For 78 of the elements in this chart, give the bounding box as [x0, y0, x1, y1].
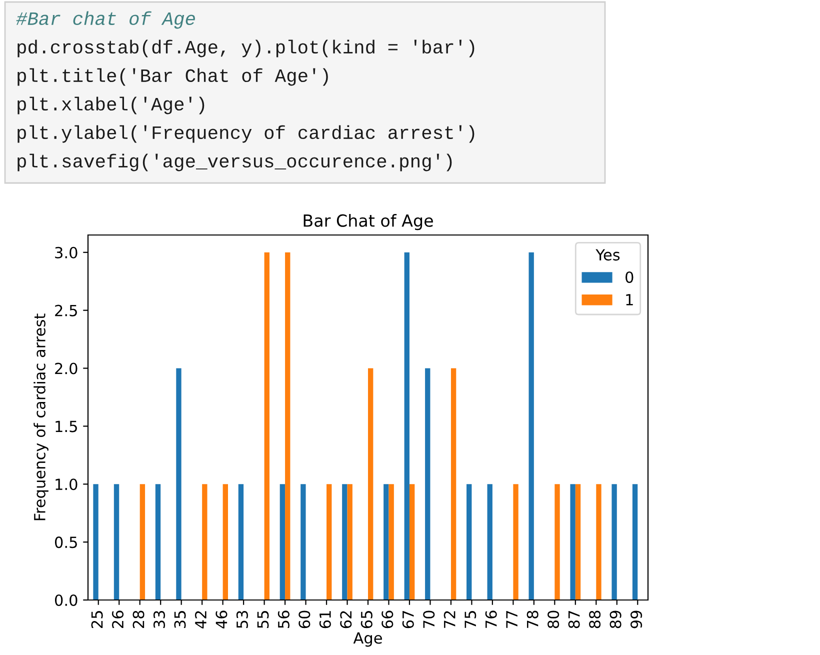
- x-tick-label: 88: [589, 610, 601, 628]
- bar: [285, 252, 290, 600]
- bar: [114, 484, 120, 600]
- x-tick-label: 67: [402, 611, 414, 628]
- bar: [450, 368, 456, 600]
- x-tick-label: 72: [444, 611, 456, 628]
- y-tick-label: 0.5: [54, 536, 77, 548]
- bar: [384, 484, 389, 600]
- text: plt.ylabel('Frequency of cardiac arrest'): [18, 125, 474, 143]
- bar: [404, 252, 410, 600]
- y-tick-label: 1.5: [56, 420, 77, 432]
- x-tick-label: 62: [340, 611, 352, 628]
- x-tick-label: 65: [360, 611, 372, 628]
- bar: [466, 484, 472, 600]
- x-tick-label: 80: [548, 610, 560, 628]
- y-tick-label: 3.0: [55, 246, 78, 258]
- bar: [300, 484, 306, 600]
- bar: [612, 484, 617, 600]
- x-tick-label: 66: [382, 610, 394, 628]
- x-tick-label: 56: [278, 610, 290, 628]
- text: pd.crosstab(df.Age, y).plot(kind = 'bar'): [18, 40, 474, 58]
- bar: [528, 252, 534, 600]
- x-tick-label: 87: [568, 611, 580, 628]
- x-tick-label: 61: [319, 611, 331, 628]
- bar: [238, 484, 244, 600]
- y-axis-title: Frequency of cardiac arrest: [34, 314, 48, 520]
- bar: [280, 484, 286, 600]
- bar: [202, 484, 208, 600]
- bar: [513, 484, 518, 600]
- text: #Bar chat of Age: [16, 11, 195, 29]
- bar: [554, 484, 560, 600]
- bar: [425, 368, 430, 600]
- x-tick-label: 33: [153, 610, 166, 628]
- bar: [342, 484, 348, 600]
- x-tick-label: 35: [174, 611, 186, 628]
- x-tick-label: 99: [630, 610, 642, 628]
- x-tick-label: 77: [506, 611, 518, 628]
- x-tick-label: 25: [91, 611, 103, 628]
- bar: [596, 484, 602, 600]
- y-tick-label: 2.5: [55, 304, 77, 316]
- bar: [176, 368, 182, 600]
- bar: [487, 484, 492, 600]
- bar: [222, 484, 228, 600]
- bar: [326, 484, 332, 600]
- text: plt.xlabel('Age'): [18, 96, 204, 114]
- bar: [575, 484, 581, 600]
- bar: [632, 484, 638, 600]
- y-tick-label: 0.0: [54, 594, 78, 606]
- bar: [388, 484, 394, 600]
- chart-title: Bar Chat of Age: [304, 214, 433, 230]
- legend-label: 0: [626, 271, 634, 283]
- bar: [409, 484, 415, 600]
- x-axis-title: Age: [353, 632, 382, 647]
- x-tick-label: 26: [112, 610, 124, 628]
- x-tick-label: 55: [257, 611, 269, 628]
- x-tick-label: 46: [216, 610, 228, 628]
- x-tick-label: 42: [194, 611, 206, 628]
- bar: [347, 484, 352, 600]
- bar: [264, 252, 270, 600]
- bar: [368, 368, 374, 600]
- x-tick-label: 78: [526, 610, 538, 628]
- x-tick-label: 76: [485, 610, 497, 628]
- bar: [93, 484, 98, 600]
- legend-title: Yes: [596, 249, 620, 261]
- bar: [140, 484, 146, 600]
- bar: [570, 484, 576, 600]
- x-tick-label: 75: [464, 611, 476, 628]
- x-tick-label: 70: [423, 610, 435, 628]
- x-tick-label: 60: [298, 610, 310, 628]
- bar: [155, 484, 161, 600]
- y-tick-label: 1.0: [56, 478, 78, 490]
- text: plt.title('Bar Chat of Age'): [18, 68, 328, 86]
- x-tick-label: 28: [132, 610, 144, 628]
- x-tick-label: 53: [236, 610, 248, 628]
- x-tick-label: 89: [610, 610, 622, 628]
- text: plt.savefig('age_versus_occurence.png'): [18, 154, 452, 172]
- y-tick-label: 2.0: [55, 362, 78, 374]
- legend-label: 1: [626, 294, 633, 306]
